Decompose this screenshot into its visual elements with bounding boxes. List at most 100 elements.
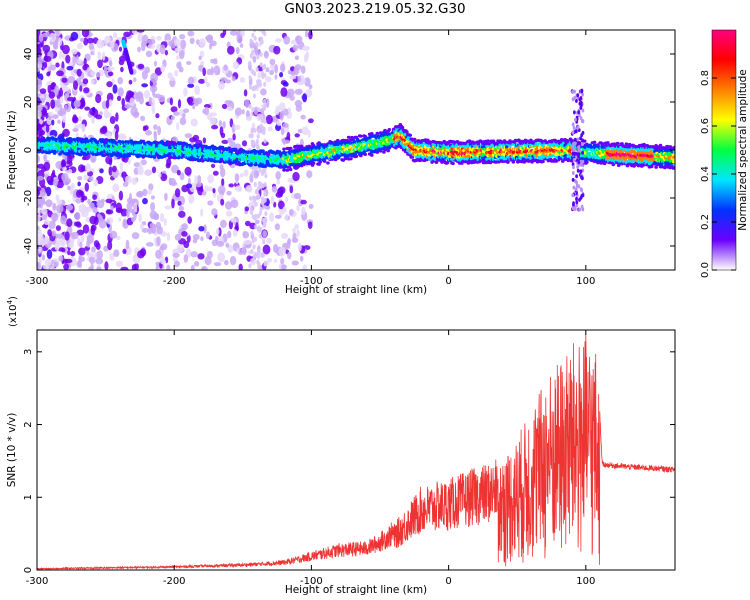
spectrogram-cell (50, 99, 56, 109)
spectrogram-cell (258, 210, 262, 216)
spectrogram-cell (48, 111, 54, 117)
spectrogram-cell (79, 85, 83, 92)
spectrogram-cell (211, 239, 218, 247)
spectrogram-cell (249, 53, 253, 59)
spectrogram-cell (257, 248, 261, 254)
spectrogram-cell (200, 236, 204, 241)
spectrogram-cell (511, 160, 516, 164)
spectrogram-cell (42, 224, 49, 229)
spectrogram-cell (131, 177, 138, 185)
spectrogram-cell (354, 154, 359, 158)
spectrogram-cell (242, 249, 247, 254)
spectrogram-cell (43, 235, 49, 245)
spectrogram-cell (43, 161, 51, 171)
spectrogram-cell (273, 201, 277, 208)
spectrogram-cell (216, 228, 220, 235)
spectrogram-cell (304, 77, 311, 87)
spectrogram-cell (275, 38, 283, 43)
spectrogram-cell (251, 70, 255, 76)
spectrogram-cell (81, 30, 90, 38)
spectrogram-cell (188, 194, 195, 204)
spectrogram-cell (259, 39, 263, 45)
spectrogram-cell (42, 264, 50, 270)
spectrogram-cell (181, 223, 188, 231)
spectrogram-cell (83, 37, 89, 46)
spectrogram-cell (51, 114, 59, 120)
spectrogram-cell (65, 204, 74, 211)
spectrogram-cell (61, 77, 68, 83)
spectrogram-cell (182, 113, 186, 119)
spectrogram-cell (294, 192, 302, 200)
spectrogram-cell (239, 77, 245, 83)
spectrogram-cell (169, 97, 173, 106)
spectrogram-cell (187, 30, 195, 37)
spectrogram-cell (233, 147, 238, 151)
spectrogram-cell (266, 237, 272, 244)
spectrogram-cell (234, 107, 243, 116)
spectrogram-cell (153, 124, 158, 130)
spectrogram-cell (155, 113, 160, 119)
spectrogram-cell (224, 260, 229, 266)
spectrogram-cell (250, 133, 254, 139)
spectrogram-cell (70, 31, 79, 41)
spectrogram-cell (176, 169, 181, 176)
spectrogram-cell (160, 173, 168, 182)
spectrogram-cell (181, 144, 185, 148)
spectrogram-cell (283, 35, 291, 45)
spectrogram-cell (213, 58, 218, 65)
spectrogram-cell (118, 46, 123, 52)
spectrogram-cell (302, 93, 308, 103)
spectrogram-cell (67, 152, 71, 156)
spectrogram-cell (387, 128, 392, 132)
spectrogram-cell (294, 133, 300, 138)
spectrogram-cell (259, 114, 263, 120)
spectrogram-cell (265, 67, 270, 73)
spectrogram-cell (110, 205, 114, 210)
spectrogram-cell (261, 168, 265, 174)
spectrogram-cell (301, 126, 309, 136)
spectrogram-cell (227, 45, 235, 55)
spectrogram-cell (37, 66, 40, 73)
spectrogram-cell (124, 104, 132, 109)
spectrogram-cell (173, 38, 182, 47)
spectrogram-cell (127, 158, 131, 165)
spectrogram-cell (55, 30, 60, 35)
spectrogram-cell (305, 88, 313, 98)
spectrogram-cell (263, 182, 267, 188)
spectrogram-cell (255, 171, 260, 177)
spectrogram-cell (142, 188, 148, 197)
spectrogram-cell (506, 160, 510, 164)
spectrogram-cell (288, 146, 293, 150)
spectrogram-cell (197, 175, 202, 184)
spectrogram-cell (44, 258, 53, 266)
spectrogram-cell (106, 217, 114, 225)
spectrogram-cell (267, 126, 273, 132)
spectrogram-cell (262, 64, 266, 70)
spectrogram-cell (264, 173, 268, 179)
spectrogram-cell (256, 145, 260, 151)
spectrogram-cell (258, 151, 262, 156)
spectrogram-cell (90, 51, 95, 56)
spectrogram-cell (262, 204, 266, 210)
spectrogram-cell (202, 266, 206, 270)
spectrogram-cell (229, 30, 238, 36)
spectrogram-cell (221, 178, 225, 187)
spectrogram-cell (291, 260, 299, 266)
spectrogram-cell (252, 140, 256, 146)
spectrogram-cell (103, 245, 109, 252)
spectrogram-cell (252, 55, 257, 63)
spectrogram-cell (148, 183, 154, 191)
spectrogram-cell (285, 196, 289, 203)
spectrogram-cell (281, 264, 287, 270)
spectrogram-cell (82, 209, 89, 218)
spectrogram-cell (89, 250, 98, 258)
spectrogram-cell (282, 122, 289, 128)
spectrogram-cell (263, 191, 267, 197)
spectrogram-cell (120, 66, 124, 73)
spectrogram-cell (242, 231, 250, 239)
spectrogram-cell (277, 187, 284, 197)
spectrogram-cell (271, 185, 278, 193)
spectrogram-cell (232, 133, 236, 141)
spectrogram-cell (229, 255, 237, 266)
spectrogram-cell (178, 66, 184, 73)
